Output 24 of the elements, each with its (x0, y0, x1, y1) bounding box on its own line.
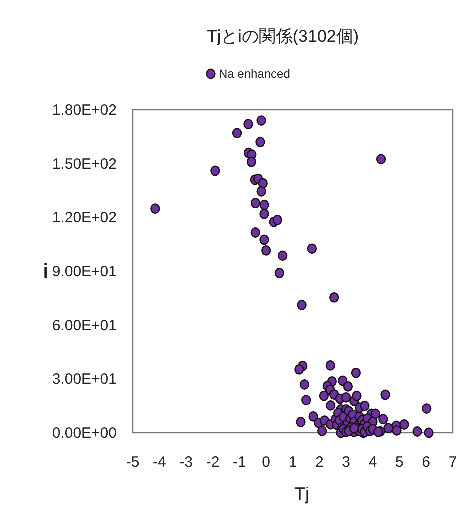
x-tick-label: -2 (206, 454, 220, 471)
chart-title: Tjとiの関係(3102個) (206, 27, 360, 46)
y-tick-label: 3.00E+01 (52, 371, 117, 388)
x-tick-label: 2 (315, 454, 324, 471)
x-tick-label: 5 (395, 454, 404, 471)
x-tick-label: -1 (232, 454, 246, 471)
x-tick-label: -4 (152, 454, 166, 471)
x-tick-label: -3 (180, 454, 194, 471)
x-tick-label: 6 (422, 454, 431, 471)
y-tick-label: 1.50E+02 (52, 156, 117, 173)
y-tick-label: 0.00E+00 (52, 425, 117, 442)
y-tick-label: 1.80E+02 (52, 102, 117, 119)
x-tick-label: -5 (126, 454, 140, 471)
x-tick-label: 4 (368, 454, 378, 471)
y-tick-label: 6.00E+01 (52, 317, 117, 334)
y-tick-label: 9.00E+01 (52, 264, 117, 280)
legend-label: Na enhanced (219, 67, 290, 81)
x-tick-label: 3 (342, 454, 351, 471)
x-tick-label: 1 (288, 454, 298, 471)
x-axis-title: Tj (294, 484, 310, 504)
y-axis-title: i (43, 261, 49, 283)
x-tick-label: 7 (448, 454, 458, 471)
y-tick-label: 1.20E+02 (52, 210, 117, 227)
x-tick-label: 0 (262, 454, 271, 471)
